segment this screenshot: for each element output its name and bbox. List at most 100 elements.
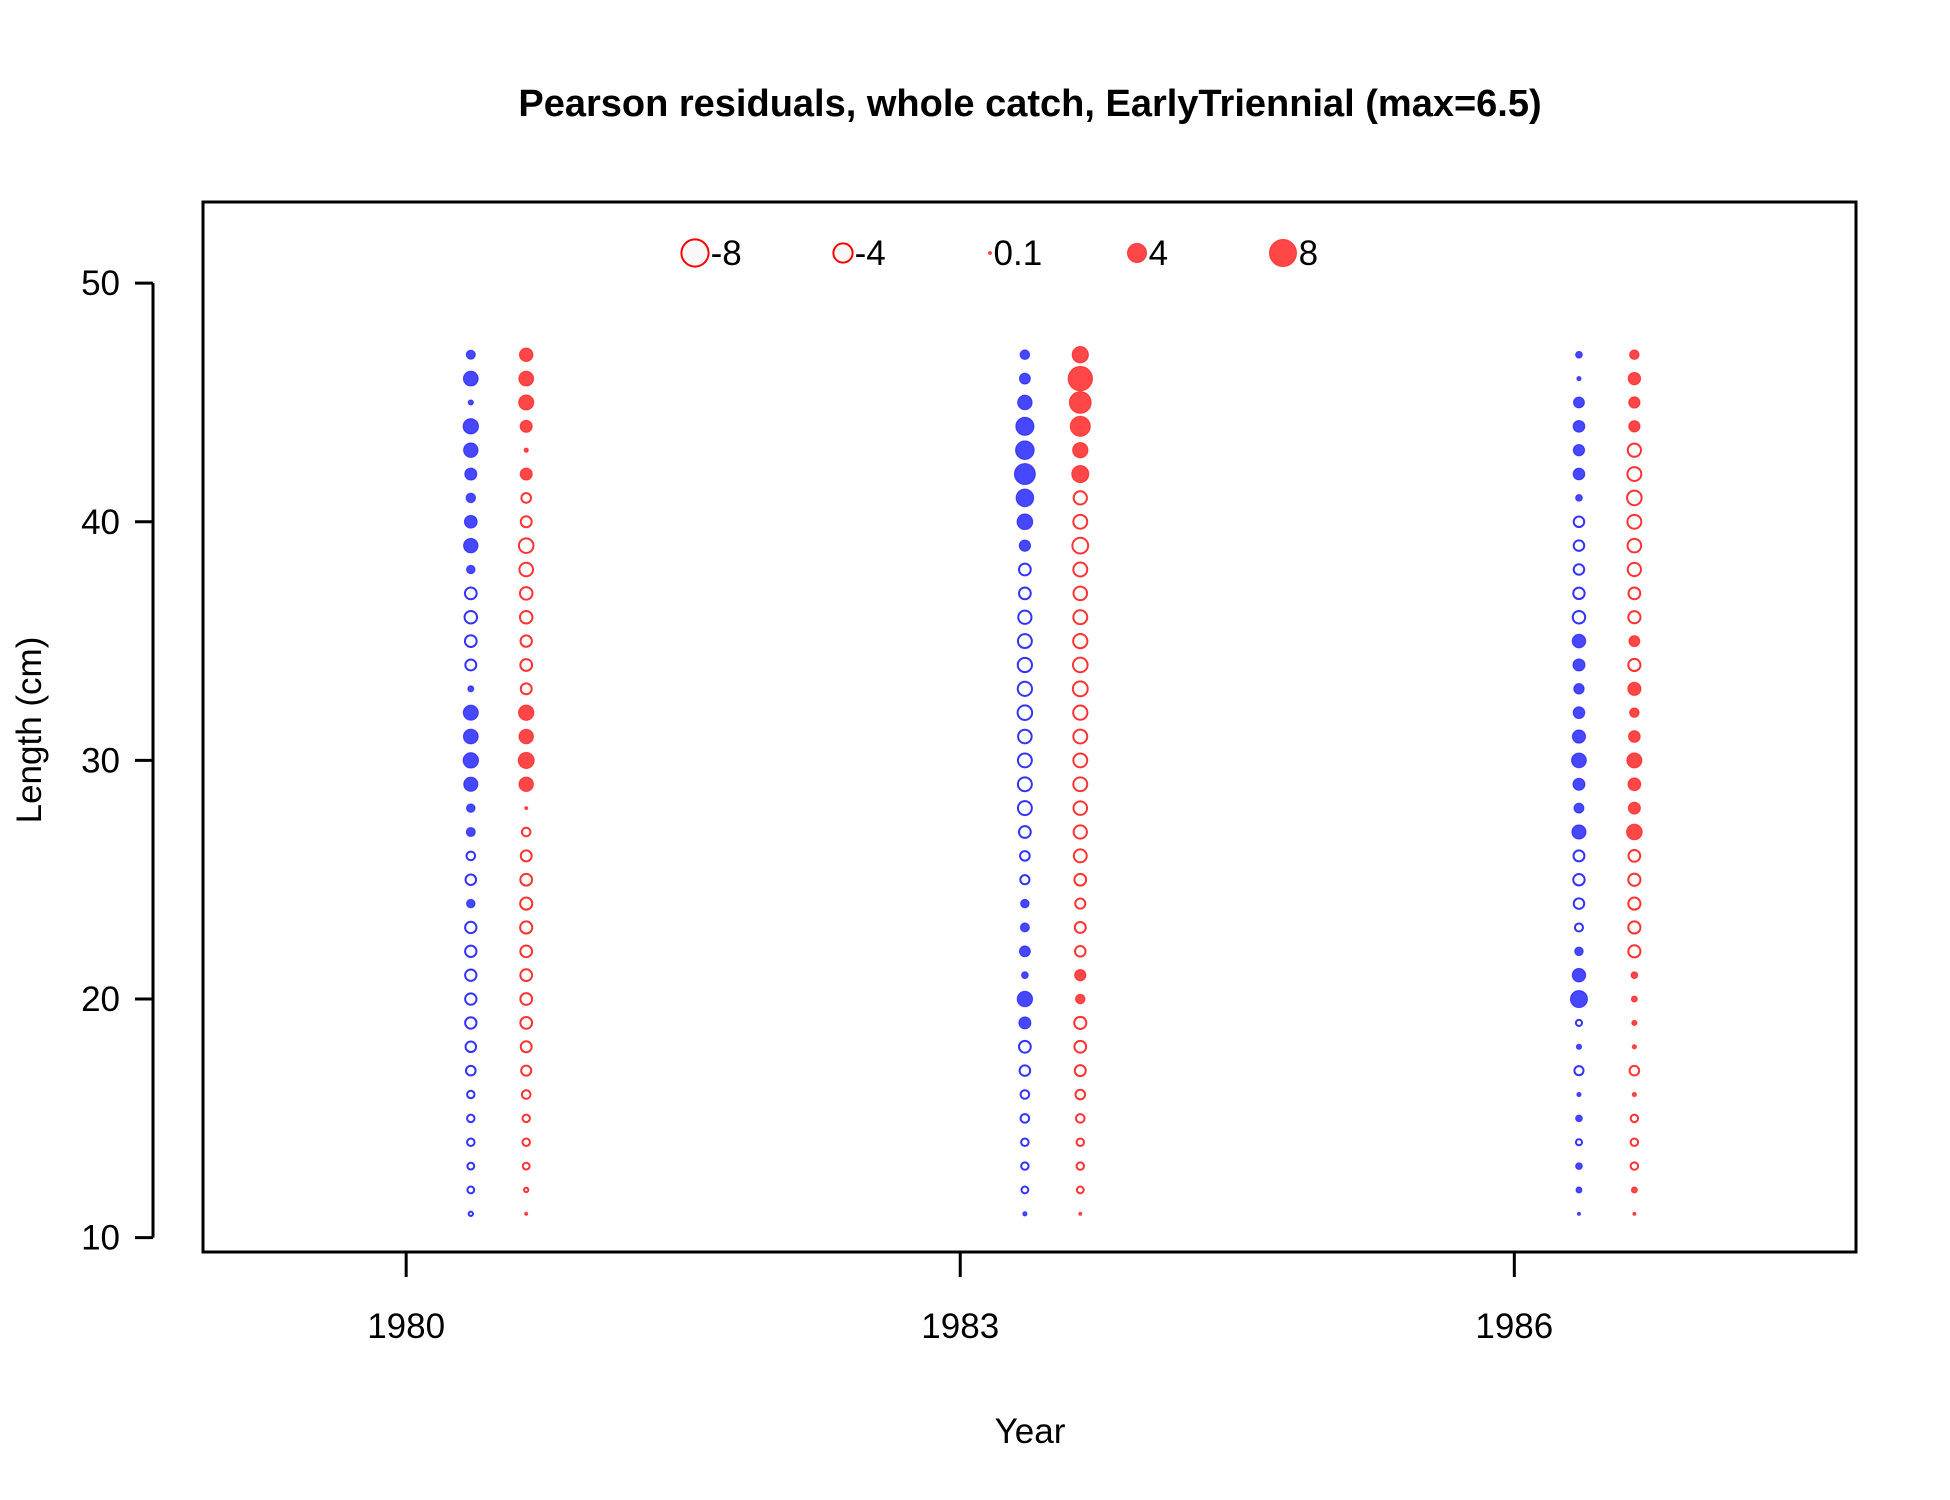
bubble-column-1983-male [1067,346,1094,1216]
bubble-point [519,634,533,648]
y-tick-label: 20 [81,980,120,1019]
bubble-point [519,1016,534,1030]
bubble-point [1627,848,1642,863]
bubble-point [464,1040,478,1054]
bubble-point [1072,848,1088,864]
legend-label: 0.1 [994,234,1043,273]
bubble-point [519,872,534,887]
bubble-point [1627,371,1642,386]
bubble-point [1572,515,1586,529]
bubble-point [519,944,534,959]
bubble-point [1019,1113,1031,1124]
bubble-point [1572,586,1586,601]
bubble-point [1572,849,1586,863]
bubble-point [1075,1161,1086,1171]
bubble-point [464,920,478,935]
bubble-point [1627,681,1642,696]
bubble-point [1575,494,1583,502]
bubble-point [1019,1089,1031,1100]
bubble-point [1573,683,1585,695]
bubble-point [1571,752,1587,769]
bubble-point [1627,777,1642,792]
bubble-point [1072,609,1089,626]
bubble-point [1572,419,1586,433]
bubble-point [1631,1091,1638,1098]
bubble-point [1571,824,1587,840]
bubble-point [518,609,534,625]
legend-marker [1268,238,1298,268]
bubble-point [1073,872,1088,887]
bubble-point [1627,872,1642,887]
bubbles-layer [462,346,1643,1217]
bubble-point [1020,971,1029,980]
bubble-point [463,609,479,625]
bubble-point [1015,440,1035,461]
bubble-point [1017,728,1033,745]
bubble-point [1072,824,1088,840]
bubble-point [520,1064,533,1077]
bubble-point [1073,1064,1087,1078]
bubble-point [524,806,529,811]
bubble-point [1075,1185,1085,1195]
bubble-point [1627,730,1641,743]
bubble-point [1016,633,1033,650]
y-tick-label: 50 [81,264,120,303]
bubble-point [1573,1065,1585,1077]
bubble-point [1016,656,1034,674]
bubble-point [1573,802,1585,814]
chart-title: Pearson residuals, whole catch, EarlyTri… [518,83,1541,125]
bubble-point [467,399,474,406]
bubble-point [1075,1137,1086,1147]
bubble-point [519,992,534,1006]
bubble-point [1630,995,1638,1003]
bubble-point [467,685,475,693]
bubble-point [523,447,529,453]
bubble-point [1626,561,1642,578]
bubble-point [464,992,478,1006]
bubble-point [1572,444,1586,457]
bubble-point [464,873,478,886]
bubble-column-1980-male [517,347,535,1216]
bubble-point [1071,346,1089,364]
bubble-point [518,561,535,578]
bubble-point [1016,704,1034,721]
bubble-point [464,1016,478,1030]
bubble-point [518,394,535,411]
bubble-point [1571,967,1587,983]
bubble-point [1016,752,1033,769]
bubble-point [462,728,479,745]
bubble-point [467,1210,474,1217]
bubble-point [1020,1137,1030,1147]
bubble-point [1571,729,1587,744]
legend-marker [1126,242,1148,264]
bubble-point [1072,728,1089,745]
bubble-point [1018,945,1031,958]
bubble-column-1980-female [462,349,480,1217]
bubble-point [1073,1039,1088,1054]
bubble-point [1572,658,1586,672]
y-tick-label: 40 [81,503,120,542]
bubble-point [1072,441,1089,459]
bubble-point [1017,609,1033,625]
bubble-point [1575,1043,1583,1050]
bubble-point [465,492,477,504]
bubble-point [520,492,533,504]
legend-marker [680,238,710,268]
bubble-point [1626,513,1643,530]
bubble-point [464,467,478,481]
bubble-point [1575,1114,1583,1123]
bubble-point [1626,489,1643,507]
bubble-point [1074,945,1087,958]
bubble-point [1016,776,1033,793]
bubble-point [1073,920,1087,934]
bubble-point [518,586,534,601]
bubble-point [465,850,477,862]
bubble-point [1574,946,1584,957]
bubble-point [1016,800,1033,817]
bubble-point [519,920,534,935]
bubble-point [1627,944,1642,959]
bubble-point [1627,657,1642,673]
bubble-point [1068,391,1092,414]
bubble-point [1573,922,1584,933]
bubble-point [465,826,476,838]
